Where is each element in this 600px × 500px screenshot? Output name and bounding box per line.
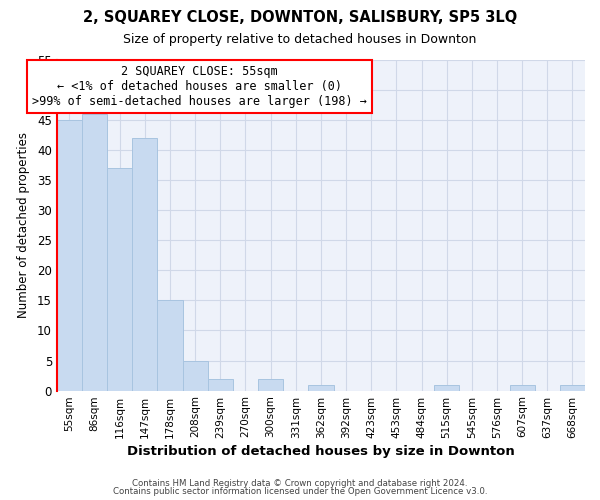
Bar: [82, 114, 107, 390]
Bar: [258, 378, 283, 390]
Bar: [434, 384, 459, 390]
Text: Contains public sector information licensed under the Open Government Licence v3: Contains public sector information licen…: [113, 488, 487, 496]
Text: 2 SQUAREY CLOSE: 55sqm
← <1% of detached houses are smaller (0)
>99% of semi-det: 2 SQUAREY CLOSE: 55sqm ← <1% of detached…: [32, 65, 367, 108]
Text: Contains HM Land Registry data © Crown copyright and database right 2024.: Contains HM Land Registry data © Crown c…: [132, 478, 468, 488]
Bar: [182, 360, 208, 390]
Bar: [133, 138, 157, 390]
Text: 2, SQUAREY CLOSE, DOWNTON, SALISBURY, SP5 3LQ: 2, SQUAREY CLOSE, DOWNTON, SALISBURY, SP…: [83, 10, 517, 25]
Bar: [308, 384, 334, 390]
Bar: [509, 384, 535, 390]
Bar: [560, 384, 585, 390]
Bar: [107, 168, 133, 390]
Y-axis label: Number of detached properties: Number of detached properties: [17, 132, 30, 318]
Bar: [208, 378, 233, 390]
Bar: [157, 300, 182, 390]
Bar: [57, 120, 82, 390]
Text: Size of property relative to detached houses in Downton: Size of property relative to detached ho…: [124, 32, 476, 46]
X-axis label: Distribution of detached houses by size in Downton: Distribution of detached houses by size …: [127, 444, 515, 458]
